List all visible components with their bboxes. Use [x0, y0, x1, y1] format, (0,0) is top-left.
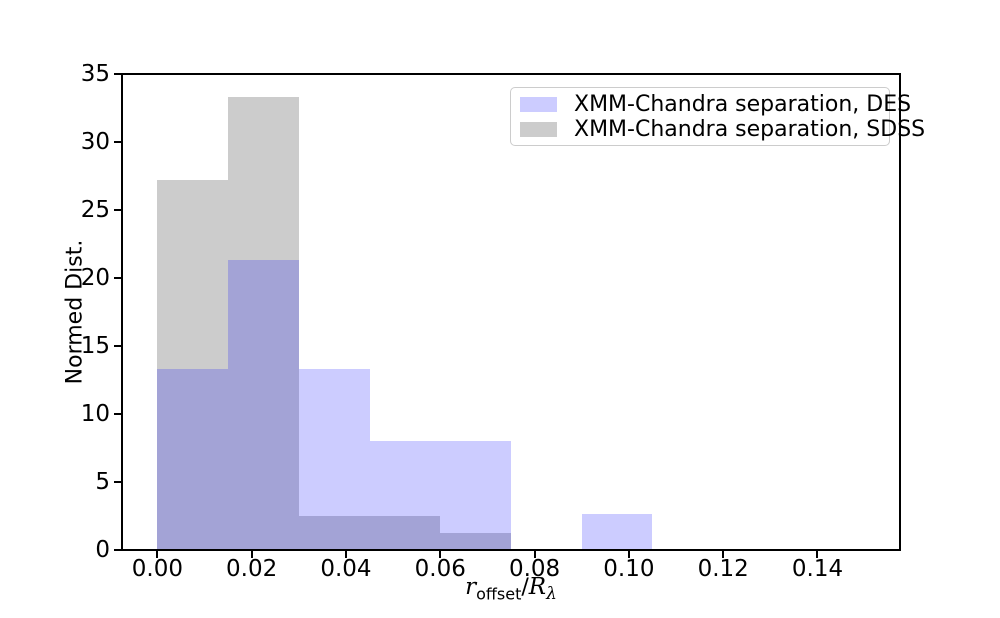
y-tick-mark — [114, 481, 122, 483]
x-label-var2: R — [528, 574, 547, 600]
x-label-sub1: offset — [476, 584, 522, 604]
y-tick-mark — [114, 345, 122, 347]
x-tick-mark — [533, 550, 536, 558]
y-tick-label: 30 — [80, 129, 110, 155]
y-tick-label: 35 — [80, 61, 110, 87]
x-tick-label: 0.04 — [320, 556, 372, 582]
x-tick-mark — [156, 550, 159, 558]
legend-swatch-des — [520, 96, 557, 112]
x-axis-label: roffset/Rλ — [465, 574, 557, 604]
histogram-bar-series1-bin2 — [298, 368, 370, 550]
x-tick-label: 0.14 — [791, 556, 844, 582]
histogram-bar-series0-bin1 — [228, 96, 299, 550]
x-tick-mark — [816, 550, 819, 558]
legend-swatch-sdss — [520, 121, 557, 137]
x-label-var1: r — [465, 574, 477, 600]
legend-label-des: XMM-Chandra separation, DES — [574, 91, 912, 117]
x-tick-mark — [627, 550, 630, 558]
histogram-bar-series1-bin0 — [157, 368, 229, 550]
x-tick-label: 0.02 — [226, 556, 278, 582]
histogram-bar-series1-bin1 — [228, 259, 299, 550]
histogram-bar-series1-bin4 — [440, 441, 511, 550]
x-tick-label: 0.12 — [697, 556, 749, 582]
y-tick-mark — [114, 413, 122, 415]
y-tick-label: 15 — [80, 333, 110, 359]
x-label-sub2: λ — [546, 584, 557, 605]
y-tick-mark — [114, 277, 122, 279]
histogram-bar-series1-bin6 — [581, 513, 653, 550]
x-tick-mark — [250, 550, 253, 558]
y-tick-mark — [114, 549, 122, 551]
histogram-bar-series0-bin4 — [440, 533, 511, 550]
y-tick-mark — [114, 209, 122, 211]
x-tick-mark — [722, 550, 725, 558]
bars-layer — [122, 74, 900, 550]
x-tick-mark — [344, 550, 347, 558]
histogram-bar-series0-bin0 — [157, 180, 229, 550]
x-label-slash: / — [521, 575, 529, 600]
y-tick-mark — [114, 141, 122, 143]
histogram-bar-series0-bin3 — [369, 516, 441, 550]
legend-entry-des: XMM-Chandra separation, DES — [511, 92, 911, 117]
legend-entry-sdss: XMM-Chandra separation, SDSS — [511, 117, 925, 142]
histogram-bar-series0-bin2 — [298, 516, 370, 550]
histogram-bar-series1-bin3 — [369, 441, 441, 550]
y-tick-label: 25 — [80, 197, 110, 223]
x-tick-label: 0.10 — [603, 556, 655, 582]
y-axis-label: Normed Dist. — [62, 239, 88, 385]
legend: XMM-Chandra separation, DES XMM-Chandra … — [510, 87, 925, 146]
y-tick-label: 0 — [95, 537, 110, 563]
x-tick-label: 0.00 — [131, 556, 183, 582]
legend-label-sdss: XMM-Chandra separation, SDSS — [574, 116, 926, 142]
y-tick-label: 20 — [80, 265, 110, 291]
x-tick-mark — [439, 550, 442, 558]
x-tick-label: 0.06 — [414, 556, 466, 582]
y-tick-label: 10 — [80, 401, 110, 427]
x-tick-label: 0.08 — [508, 556, 561, 582]
y-tick-mark — [114, 73, 122, 75]
y-tick-label: 5 — [95, 469, 110, 495]
